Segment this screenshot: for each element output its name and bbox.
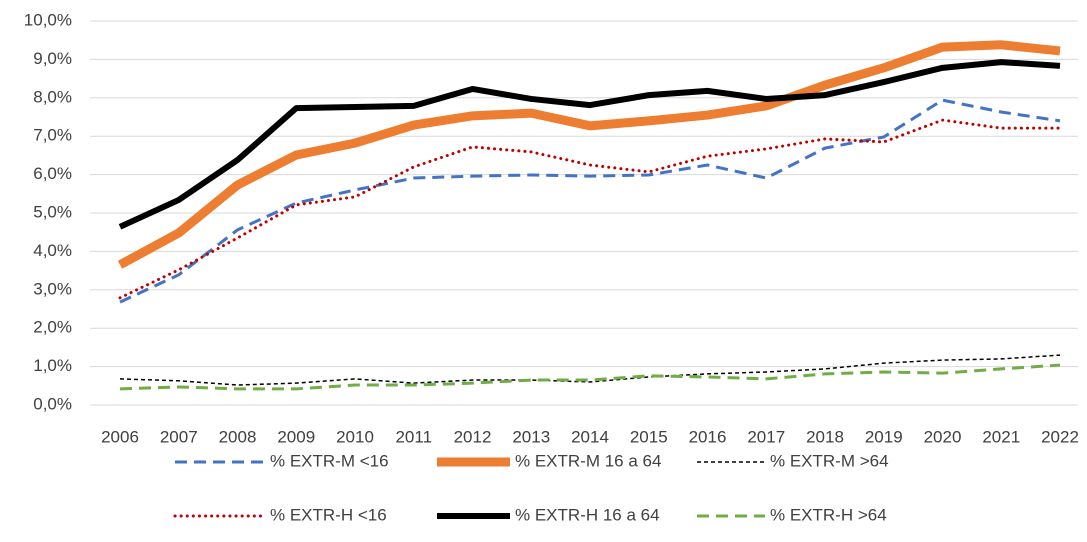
- y-tick-label: 5,0%: [33, 202, 72, 221]
- series-line: [118, 118, 1062, 300]
- series-line: [119, 363, 1061, 391]
- x-tick-label: 2010: [336, 427, 374, 446]
- series-line: [117, 40, 1061, 269]
- series-line: [118, 59, 1061, 230]
- legend-label: % EXTR-M >64: [770, 451, 889, 470]
- legend-label: % EXTR-H 16 a 64: [515, 505, 660, 524]
- x-tick-label: 2008: [219, 427, 257, 446]
- legend-label: % EXTR-H >64: [770, 505, 887, 524]
- y-tick-label: 9,0%: [33, 49, 72, 68]
- x-tick-label: 2015: [630, 427, 668, 446]
- x-tick-label: 2020: [924, 427, 962, 446]
- x-tick-label: 2012: [454, 427, 492, 446]
- x-tick-label: 2017: [747, 427, 785, 446]
- x-tick-label: 2016: [689, 427, 727, 446]
- y-tick-label: 6,0%: [33, 164, 72, 183]
- x-tick-label: 2011: [395, 427, 432, 446]
- x-tick-label: 2014: [571, 427, 609, 446]
- x-tick-label: 2022: [1041, 427, 1079, 446]
- y-tick-label: 7,0%: [33, 126, 72, 145]
- y-tick-label: 1,0%: [33, 356, 72, 375]
- x-tick-label: 2021: [982, 427, 1020, 446]
- x-tick-label: 2009: [277, 427, 315, 446]
- series-line: [119, 354, 1061, 386]
- y-tick-label: 10,0%: [24, 10, 72, 29]
- legend-label: % EXTR-M 16 a 64: [515, 451, 661, 470]
- x-tick-label: 2019: [865, 427, 903, 446]
- legend-label: % EXTR-H <16: [270, 505, 387, 524]
- y-tick-label: 4,0%: [33, 241, 72, 260]
- y-tick-label: 2,0%: [33, 318, 72, 337]
- legend-label: % EXTR-M <16: [270, 451, 389, 470]
- x-tick-label: 2018: [806, 427, 844, 446]
- series-line: [119, 98, 1061, 304]
- y-tick-label: 8,0%: [33, 87, 72, 106]
- x-tick-label: 2013: [512, 427, 550, 446]
- x-tick-label: 2007: [160, 427, 198, 446]
- y-tick-label: 3,0%: [33, 279, 72, 298]
- x-tick-label: 2006: [101, 427, 139, 446]
- y-tick-label: 0,0%: [33, 394, 72, 413]
